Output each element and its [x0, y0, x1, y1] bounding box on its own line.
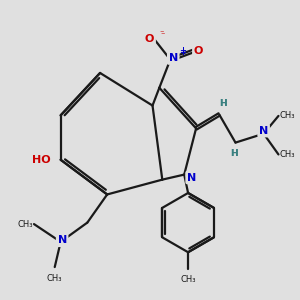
Text: N: N	[58, 236, 67, 245]
Text: N: N	[169, 53, 178, 63]
Text: N: N	[259, 126, 268, 136]
Text: CH₃: CH₃	[47, 274, 62, 284]
Text: N: N	[187, 172, 196, 183]
Text: N: N	[169, 53, 178, 63]
Text: O: O	[145, 34, 154, 44]
Text: ⁻: ⁻	[159, 28, 164, 38]
Text: H: H	[230, 149, 238, 158]
Text: O: O	[194, 46, 203, 56]
Text: N: N	[259, 126, 268, 136]
Text: N: N	[187, 172, 196, 183]
Text: CH₃: CH₃	[280, 111, 296, 120]
Text: CH₃: CH₃	[180, 275, 196, 284]
Text: CH₃: CH₃	[17, 220, 32, 229]
Text: O: O	[194, 46, 203, 56]
Text: O: O	[145, 34, 154, 44]
Text: H: H	[219, 99, 226, 108]
Text: +: +	[179, 46, 186, 55]
Text: HO: HO	[32, 155, 51, 165]
Text: H: H	[219, 99, 226, 108]
Text: N: N	[58, 236, 67, 245]
Text: H: H	[230, 149, 238, 158]
Text: +: +	[179, 48, 186, 57]
Text: HO: HO	[32, 155, 51, 165]
Text: ⁻: ⁻	[161, 30, 165, 39]
Text: CH₃: CH₃	[280, 150, 296, 159]
